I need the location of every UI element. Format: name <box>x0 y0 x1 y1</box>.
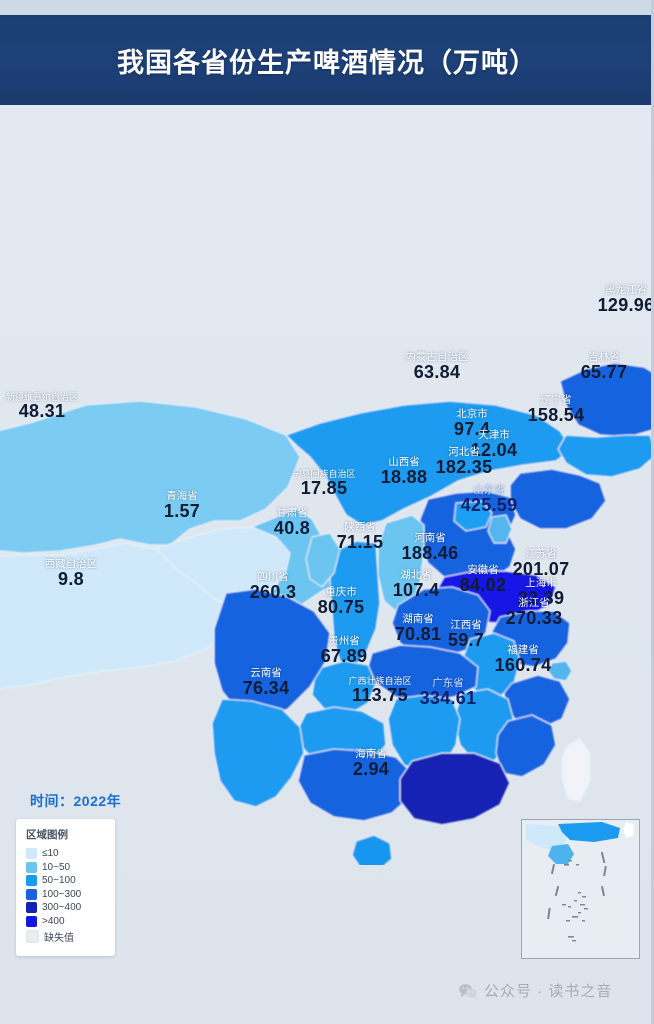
legend-swatch <box>26 875 37 886</box>
legend-swatch <box>26 902 37 913</box>
region-jilin[interactable] <box>557 434 654 478</box>
legend-item[interactable]: 50~100 <box>26 875 106 886</box>
legend-panel: 区域图例 ≤10 10~50 50~100 100~300 300~400 >400 缺失值 <box>16 819 115 956</box>
legend-swatch <box>26 861 37 873</box>
region-guangdong[interactable] <box>399 752 511 826</box>
region-taiwan[interactable] <box>561 738 591 802</box>
legend-item[interactable]: 300~400 <box>26 902 106 913</box>
region-sichuan[interactable] <box>213 588 331 720</box>
region-tianjin[interactable] <box>487 514 513 544</box>
legend-item[interactable]: >400 <box>26 915 106 927</box>
region-fujian[interactable] <box>495 714 557 778</box>
region-liaoning[interactable] <box>509 468 607 530</box>
legend-label: 100~300 <box>42 888 82 900</box>
legend-label: 300~400 <box>42 902 82 913</box>
inset-map-svg <box>522 820 639 958</box>
legend-swatch <box>26 888 37 900</box>
time-caption: 时间：2022年 <box>30 793 122 809</box>
watermark: 公众号 · 读书之音 <box>458 980 612 1001</box>
legend-label: 50~100 <box>42 875 76 886</box>
region-heilongjiang[interactable] <box>559 362 654 438</box>
map-canvas[interactable]: 黑龙江省 129.96 吉林省 65.77 辽宁省 158.54 内蒙古自治区 63.84 新疆… <box>0 105 654 1024</box>
legend-label: 缺失值 <box>44 933 74 944</box>
legend-label: >400 <box>42 915 65 927</box>
region-yunnan[interactable] <box>211 698 305 808</box>
wechat-icon <box>459 983 477 999</box>
legend-item[interactable]: 缺失值 <box>26 929 106 944</box>
legend-item[interactable]: 10~50 <box>26 861 106 873</box>
legend-swatch <box>26 930 39 943</box>
legend-item[interactable]: 100~300 <box>26 888 106 900</box>
south-china-sea-inset <box>521 819 640 959</box>
legend-label: 10~50 <box>42 861 71 873</box>
region-qinghai[interactable] <box>155 526 293 606</box>
region-inner-mongolia[interactable] <box>285 400 573 526</box>
legend-rows: ≤10 10~50 50~100 100~300 300~400 >400 缺失值 <box>26 848 106 944</box>
legend-swatch <box>26 915 37 927</box>
legend-label: ≤10 <box>42 848 59 859</box>
region-shaanxi[interactable] <box>329 540 381 668</box>
page-title: 我国各省份生产啤酒情况（万吨） <box>117 47 537 78</box>
region-guangxi[interactable] <box>297 748 413 822</box>
legend-item[interactable]: ≤10 <box>26 848 106 859</box>
legend-swatch <box>26 848 37 859</box>
region-hainan[interactable] <box>351 834 393 865</box>
region-hubei[interactable] <box>367 644 479 702</box>
region-ningxia[interactable] <box>305 532 341 588</box>
china-map-svg[interactable] <box>0 105 654 865</box>
watermark-text: 公众号 · 读书之音 <box>484 983 613 1000</box>
legend-title: 区域图例 <box>26 829 68 841</box>
region-xinjiang[interactable] <box>0 400 301 554</box>
region-shanghai[interactable] <box>547 660 573 682</box>
page-top-strip <box>0 0 654 15</box>
title-banner: 我国各省份生产啤酒情况（万吨） <box>0 15 654 105</box>
page-right-edge <box>651 0 654 1024</box>
region-beijing[interactable] <box>453 500 493 532</box>
region-chongqing[interactable] <box>311 660 377 716</box>
